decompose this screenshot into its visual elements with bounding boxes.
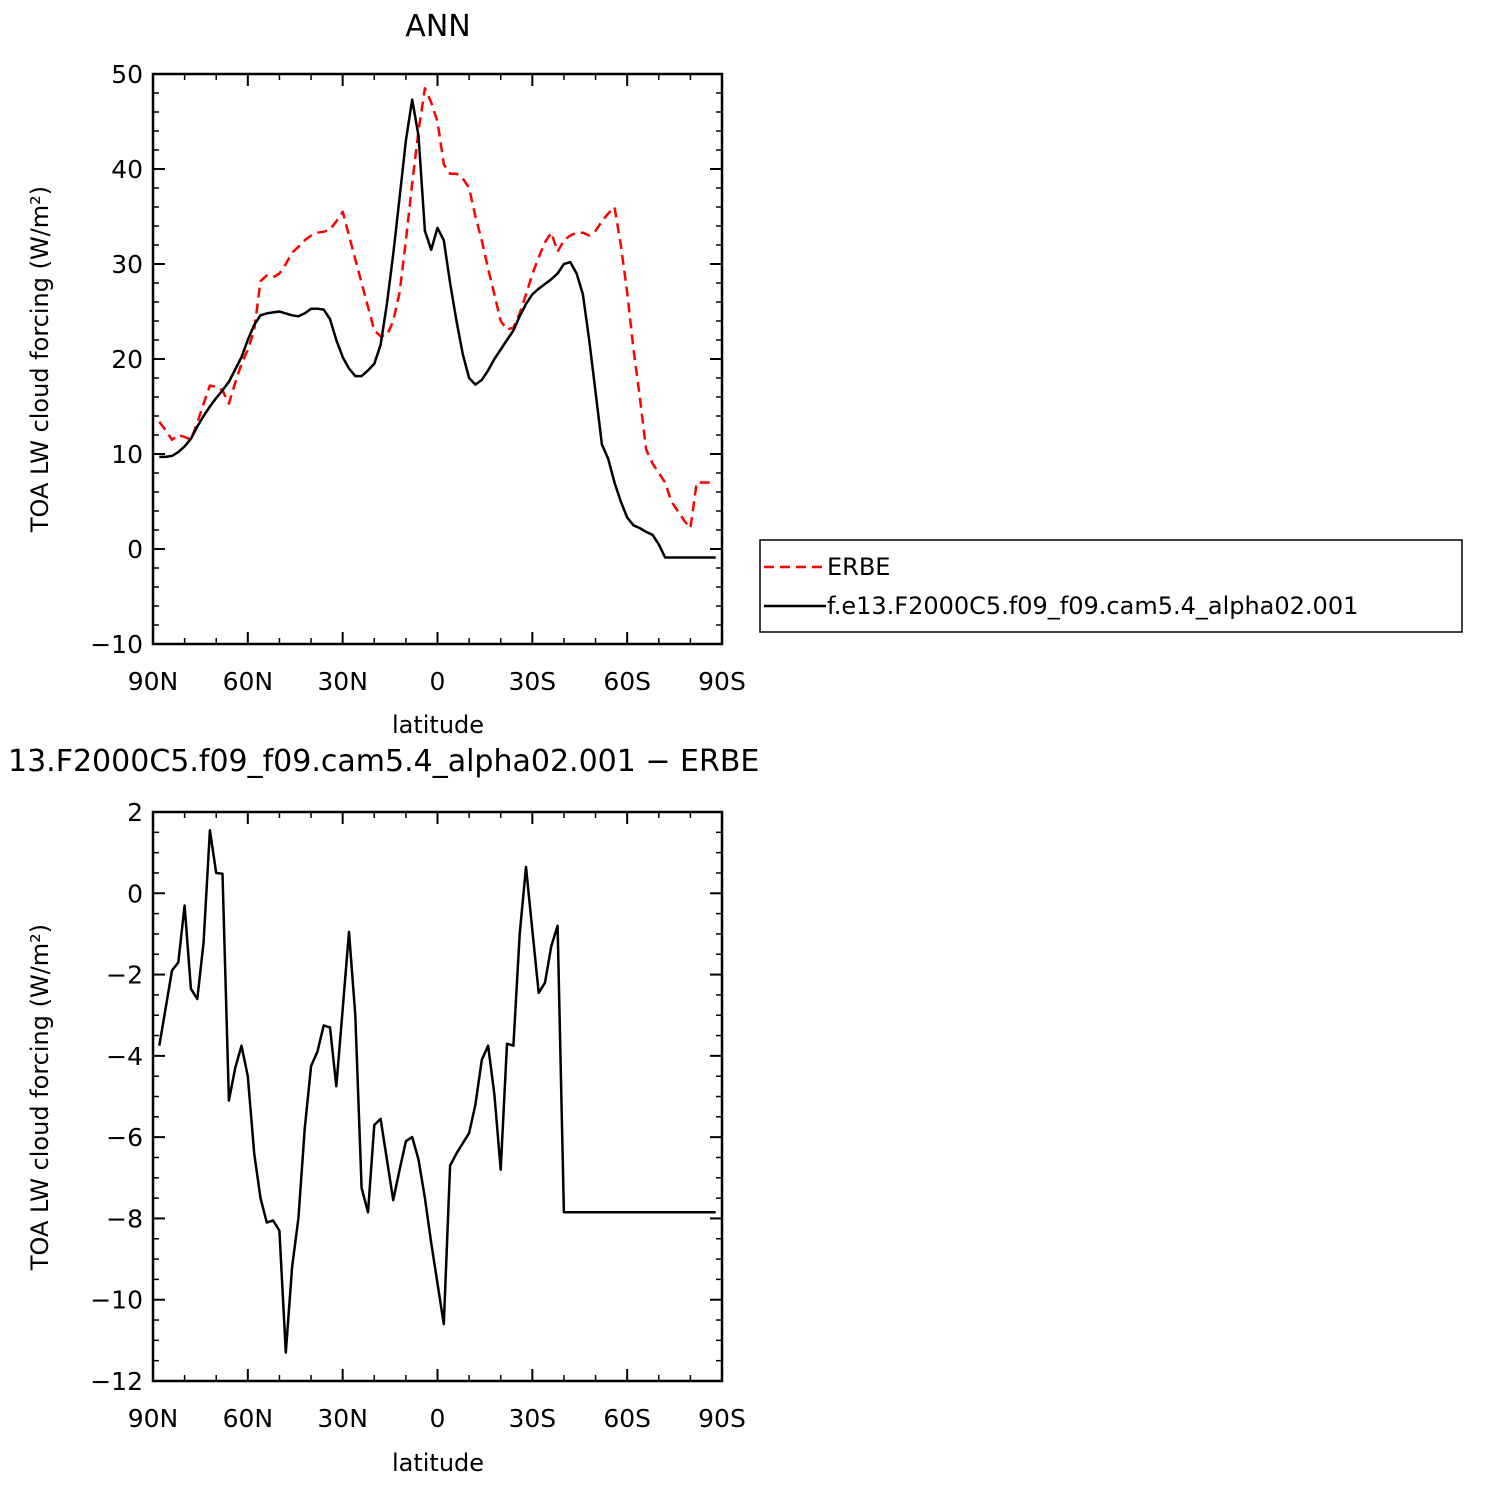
top-chart-ytick-label: −10 (90, 630, 143, 659)
bottom-chart-ytick-label: −4 (106, 1042, 143, 1071)
top-chart: ANN 90N 60N 30N 0 30S 60S 90S −10 0 10 20 30 40 50 la… (26, 9, 746, 739)
bottom-chart-xtick-label: 90S (698, 1404, 746, 1433)
top-chart-xlabel: latitude (392, 711, 484, 739)
top-chart-series-0-line (158, 87, 716, 530)
legend: ERBE f.e13.F2000C5.f09_f09.cam5.4_alpha0… (759, 539, 1463, 633)
legend-box (759, 539, 1463, 633)
bottom-chart-ticks: 90N 60N 30N 0 30S 60S 90S −12 −10 −8 −6 −4 −2 0 2 (90, 798, 746, 1433)
bottom-chart-ytick-label: 2 (127, 798, 143, 827)
legend-erbe-label: ERBE (827, 553, 890, 581)
bottom-chart-ytick-label: −6 (106, 1123, 143, 1152)
top-chart-ytick-label: 30 (111, 250, 143, 279)
bottom-chart-series-0-line (158, 829, 716, 1354)
top-chart-xtick-label: 60S (603, 667, 651, 696)
bottom-chart-title: 13.F2000C5.f09_f09.cam5.4_alpha02.001 − … (8, 744, 759, 779)
bottom-chart-xtick-label: 30S (508, 1404, 556, 1433)
bottom-chart-ytick-label: 0 (127, 879, 143, 908)
top-chart-xtick-label: 90N (128, 667, 179, 696)
top-chart-xtick-label: 0 (430, 667, 446, 696)
top-chart-series-1-line (159, 98, 716, 559)
bottom-chart-ylabel: TOA LW cloud forcing (W/m²) (26, 924, 54, 1271)
bottom-chart-ytick-label: −8 (106, 1204, 143, 1233)
top-chart-ytick-label: 10 (111, 440, 143, 469)
top-chart-ytick-label: 50 (111, 60, 143, 89)
top-chart-title: ANN (405, 9, 470, 44)
top-chart-lines (158, 87, 716, 559)
bottom-chart-xtick-label: 60S (603, 1404, 651, 1433)
bottom-chart-xtick-label: 90N (128, 1404, 179, 1433)
top-chart-ytick-label: 40 (111, 155, 143, 184)
top-chart-ytick-label: 0 (127, 535, 143, 564)
bottom-chart-frame (151, 810, 724, 1383)
top-chart-frame (151, 72, 724, 646)
bottom-chart-ytick-label: −12 (90, 1367, 143, 1396)
bottom-chart-xtick-label: 0 (430, 1404, 446, 1433)
top-chart-ticks: 90N 60N 30N 0 30S 60S 90S −10 0 10 20 30 40 50 (90, 60, 746, 696)
bottom-chart-ytick-label: −2 (106, 961, 143, 990)
bottom-chart: 13.F2000C5.f09_f09.cam5.4_alpha02.001 − … (8, 744, 759, 1477)
top-chart-ylabel: TOA LW cloud forcing (W/m²) (26, 186, 54, 533)
bottom-chart-ytick-label: −10 (90, 1286, 143, 1315)
top-chart-xtick-label: 30N (317, 667, 368, 696)
legend-model-label: f.e13.F2000C5.f09_f09.cam5.4_alpha02.001 (827, 592, 1358, 620)
bottom-chart-xlabel: latitude (392, 1449, 484, 1477)
bottom-chart-xtick-label: 30N (317, 1404, 368, 1433)
top-chart-xtick-label: 90S (698, 667, 746, 696)
bottom-chart-lines (158, 829, 716, 1354)
top-chart-xtick-label: 60N (223, 667, 274, 696)
top-chart-ytick-label: 20 (111, 345, 143, 374)
top-chart-xtick-label: 30S (508, 667, 556, 696)
bottom-chart-xtick-label: 60N (223, 1404, 274, 1433)
